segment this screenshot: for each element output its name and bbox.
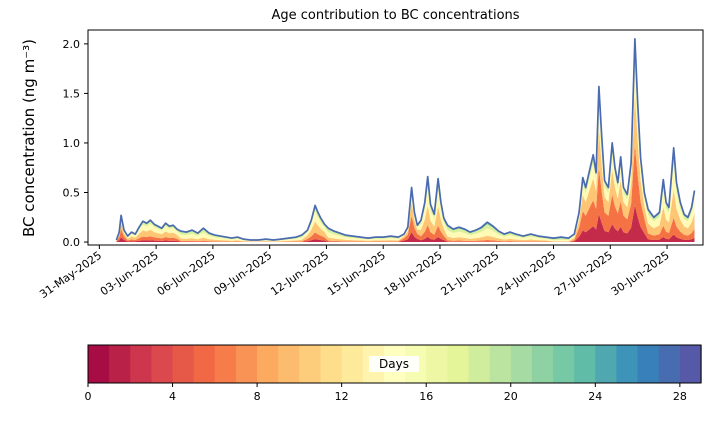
x-tick-label: 12-Jun-2025 bbox=[268, 249, 331, 298]
colorbar-segment bbox=[489, 345, 512, 383]
colorbar-segment bbox=[553, 345, 575, 383]
x-tick-label: 18-Jun-2025 bbox=[382, 249, 445, 298]
colorbar-segment bbox=[299, 345, 322, 383]
colorbar-segment bbox=[130, 345, 153, 383]
x-tick-label: 09-Jun-2025 bbox=[211, 249, 274, 298]
y-tick-label: 0.5 bbox=[63, 186, 81, 199]
axes-spines bbox=[87, 29, 704, 246]
x-tick-label: 06-Jun-2025 bbox=[155, 249, 218, 298]
x-tick-label: 30-Jun-2025 bbox=[609, 249, 672, 298]
colorbar-segment bbox=[574, 345, 597, 383]
colorbar-segment bbox=[151, 345, 174, 383]
colorbar-segment bbox=[658, 345, 681, 383]
colorbar-segment bbox=[426, 345, 449, 383]
x-tick-label: 03-Jun-2025 bbox=[98, 249, 161, 298]
age-area-0-4 bbox=[116, 205, 695, 242]
colorbar-tick-label: 8 bbox=[254, 390, 261, 403]
colorbar-tick-label: 0 bbox=[85, 390, 92, 403]
colorbar-segment bbox=[172, 345, 195, 383]
colorbar-tick-label: 24 bbox=[588, 390, 602, 403]
colorbar-segment bbox=[278, 345, 301, 383]
colorbar-segment bbox=[616, 345, 639, 383]
colorbar-segment bbox=[109, 345, 131, 383]
colorbar-tick-label: 28 bbox=[673, 390, 687, 403]
plot-area: 0.0 0.5 1.0 1.5 2.0 31-May-202503-Jun-202506-… bbox=[37, 29, 704, 301]
colorbar-tick-label: 4 bbox=[169, 390, 176, 403]
colorbar-segment bbox=[595, 345, 618, 383]
colorbar-segment bbox=[447, 345, 470, 383]
x-tick-label: 24-Jun-2025 bbox=[495, 249, 558, 298]
y-tick-label: 2.0 bbox=[63, 38, 81, 51]
x-tick-label: 31-May-2025 bbox=[37, 249, 104, 301]
colorbar-tick-label: 20 bbox=[504, 390, 518, 403]
total-bc-line bbox=[115, 38, 696, 241]
x-tick-label: 15-Jun-2025 bbox=[325, 249, 388, 298]
x-tick-label: 27-Jun-2025 bbox=[552, 249, 615, 298]
colorbar-segment bbox=[468, 345, 491, 383]
colorbar-segment bbox=[257, 345, 279, 383]
colorbar-segment bbox=[235, 345, 258, 383]
colorbar: 0 4 8 12 16 20 24 28 bbox=[85, 344, 702, 403]
colorbar-outline bbox=[87, 344, 702, 384]
colorbar-segment bbox=[679, 345, 702, 383]
y-tick-label: 0.0 bbox=[63, 236, 81, 249]
colorbar-label: Days bbox=[369, 356, 419, 372]
chart-title: Age contribution to BC concentrations bbox=[271, 8, 520, 23]
colorbar-segment bbox=[531, 345, 554, 383]
y-tick-label: 1.5 bbox=[63, 87, 81, 100]
colorbar-segment bbox=[510, 345, 533, 383]
colorbar-segment bbox=[193, 345, 216, 383]
x-tick-label: 21-Jun-2025 bbox=[439, 249, 502, 298]
colorbar-tick-label: 12 bbox=[335, 390, 349, 403]
colorbar-segment bbox=[88, 345, 110, 383]
colorbar-tick-label: 16 bbox=[419, 390, 433, 403]
colorbar-segment bbox=[320, 345, 343, 383]
y-tick-label: 1.0 bbox=[63, 137, 81, 150]
colorbar-segment bbox=[341, 345, 364, 383]
colorbar-segment bbox=[637, 345, 660, 383]
colorbar-segment bbox=[214, 345, 237, 383]
